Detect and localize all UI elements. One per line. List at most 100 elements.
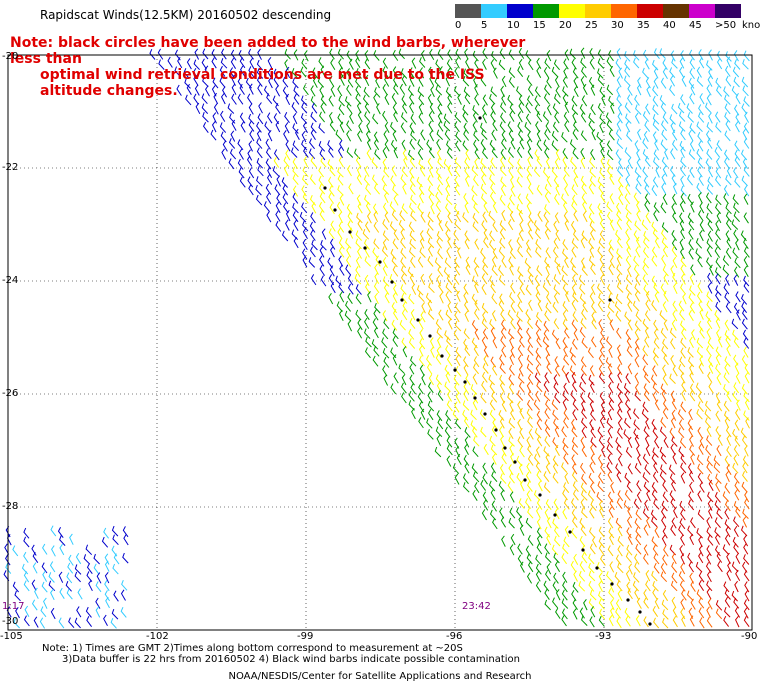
wind-barb (526, 202, 532, 214)
wind-barb (455, 131, 462, 143)
wind-barb (248, 103, 254, 115)
wind-barb (536, 470, 543, 482)
wind-barb (669, 490, 676, 502)
wind-barb (418, 401, 425, 413)
wind-barb (204, 65, 210, 77)
wind-barb (292, 174, 299, 186)
wind-barb (526, 173, 532, 185)
wind-barb (528, 59, 534, 71)
wind-barb (551, 130, 559, 142)
wind-barb (174, 49, 181, 61)
wind-barb (735, 291, 741, 303)
wind-barb (104, 572, 110, 584)
wind-barb (527, 507, 534, 519)
wind-barb (231, 83, 237, 95)
wind-barb (598, 354, 604, 366)
wind-barb (616, 120, 622, 132)
wind-barb (462, 400, 470, 411)
wind-barb (436, 237, 443, 249)
wind-barb (715, 608, 723, 620)
wind-barb (587, 347, 594, 359)
wind-barb (600, 274, 606, 286)
wind-barb (743, 265, 749, 278)
wind-barb (706, 527, 713, 538)
wind-barb (285, 66, 291, 79)
wind-barb (455, 354, 461, 366)
wind-barb (551, 329, 558, 341)
wind-barb (111, 608, 119, 620)
wind-barb (249, 57, 255, 70)
wind-barb (355, 266, 361, 278)
wind-barb (510, 453, 515, 465)
wind-barb (292, 202, 299, 214)
wind-barb (696, 589, 704, 600)
wind-barb (590, 453, 596, 466)
wind-barb (544, 310, 550, 322)
wind-barb (455, 418, 462, 430)
wind-barb (606, 57, 613, 69)
wind-barb (490, 444, 498, 456)
wind-barb (564, 327, 570, 339)
wind-barb (373, 221, 380, 233)
wind-barb (472, 105, 479, 116)
wind-barb (535, 506, 541, 519)
wind-barb (724, 482, 731, 494)
wind-barb (418, 318, 424, 330)
wind-barb (725, 174, 732, 186)
wind-barb (446, 274, 453, 286)
wind-barb (536, 518, 542, 530)
wind-barb (724, 534, 731, 546)
wind-barb (463, 364, 469, 376)
wind-barb (400, 273, 407, 285)
wind-barb (382, 264, 388, 277)
wind-barb (400, 257, 407, 269)
wind-barb (669, 473, 676, 485)
wind-barb (464, 345, 471, 356)
wind-barb (501, 346, 507, 358)
wind-barb (283, 156, 290, 168)
wind-barb (527, 454, 534, 466)
wind-barb (672, 139, 678, 151)
wind-barb (554, 76, 560, 88)
wind-barb (624, 607, 631, 619)
wind-barb (31, 579, 37, 591)
wind-barb (310, 85, 316, 97)
wind-barb (14, 590, 21, 602)
wind-barb (663, 319, 669, 331)
wind-barb (660, 417, 667, 428)
wind-barb (283, 164, 289, 177)
wind-barb (564, 120, 570, 133)
wind-barb (480, 138, 487, 150)
wind-barb (706, 238, 713, 250)
wind-barb (509, 264, 514, 276)
wind-barb (95, 606, 101, 618)
wind-barb (265, 148, 272, 159)
wind-barb (320, 156, 327, 168)
wind-barb (725, 75, 732, 87)
wind-barb (581, 230, 588, 242)
wind-barb (101, 536, 109, 548)
wind-barb (444, 257, 452, 269)
wind-barb (599, 121, 604, 134)
wind-barb (580, 76, 586, 88)
wind-barb (400, 68, 408, 79)
wind-barb (581, 445, 587, 458)
wind-barb (561, 265, 568, 277)
wind-barb (588, 553, 595, 565)
wind-barb (591, 302, 597, 314)
wind-barb (589, 176, 596, 187)
wind-barb (310, 111, 317, 123)
wind-barb (627, 319, 633, 331)
wind-barb (348, 58, 354, 70)
lat-label: -20 (2, 51, 19, 62)
wind-barb (597, 426, 604, 438)
wind-barb (688, 499, 695, 511)
wind-barb (231, 74, 236, 86)
wind-barb (434, 446, 442, 458)
wind-barb (599, 139, 605, 151)
wind-barb (453, 374, 460, 386)
legend-label: >50 (715, 20, 737, 31)
wind-barb (642, 67, 649, 79)
wind-barb (420, 211, 426, 223)
wind-barb (347, 274, 354, 286)
